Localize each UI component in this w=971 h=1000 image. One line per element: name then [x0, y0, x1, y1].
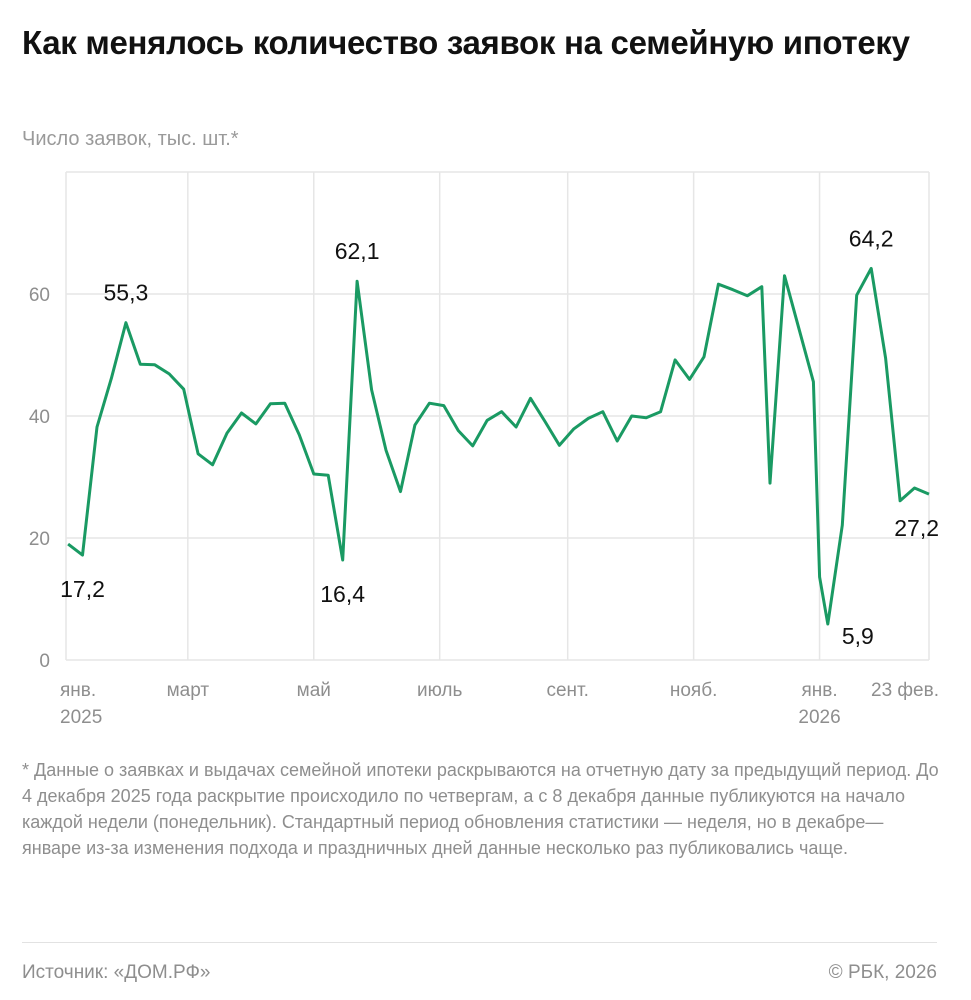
copyright: © РБК, 2026 [828, 962, 937, 983]
y-tick-label: 60 [29, 285, 50, 306]
data-label: 55,3 [103, 280, 148, 306]
x-tick-sublabel: 2025 [60, 707, 102, 728]
y-tick-label: 20 [29, 529, 50, 550]
x-tick-label: янв. [801, 680, 837, 701]
x-tick-label: июль [417, 680, 463, 701]
x-tick-label: сент. [546, 680, 588, 701]
data-label: 17,2 [60, 576, 105, 602]
chart-title: Как менялось количество заявок на семейн… [22, 24, 910, 61]
y-tick-label: 0 [39, 651, 50, 672]
y-tick-label: 40 [29, 407, 50, 428]
x-tick-label: 23 фев. [871, 680, 939, 701]
series-line [67, 266, 930, 626]
data-label: 16,4 [320, 581, 365, 607]
data-label: 5,9 [842, 623, 874, 649]
x-tick-label: нояб. [670, 680, 718, 701]
x-tick-label: март [167, 680, 210, 701]
data-label: 62,1 [335, 238, 380, 264]
line-chart: 0 20 40 60 янв. 2025 март май июль сент. нояб. янв.… [29, 171, 939, 728]
data-label: 64,2 [849, 225, 894, 251]
data-label: 27,2 [894, 515, 939, 541]
divider [22, 942, 937, 943]
x-tick-label: янв. [60, 680, 96, 701]
footnote: * Данные о заявках и выдачах семейной ип… [22, 760, 939, 858]
x-tick-sublabel: 2026 [798, 707, 840, 728]
x-tick-label: май [297, 680, 331, 701]
chart-subtitle: Число заявок, тыс. шт.* [22, 128, 239, 150]
source: Источник: «ДОМ.РФ» [22, 962, 211, 983]
